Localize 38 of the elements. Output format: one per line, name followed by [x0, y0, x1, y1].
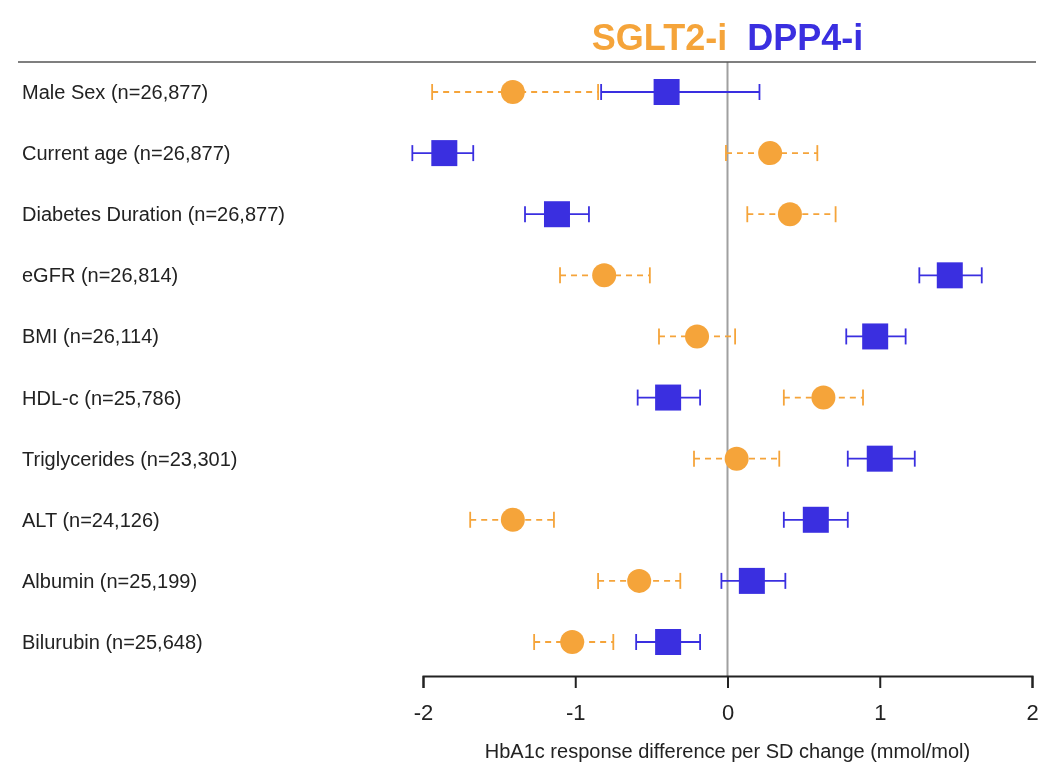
- point: [866, 445, 893, 472]
- x-tick-label: 2: [1026, 699, 1039, 725]
- y-tick-label: Albumin (n=25,199): [22, 569, 198, 592]
- point: [685, 324, 710, 349]
- y-tick-label: Diabetes Duration (n=26,877): [22, 203, 285, 226]
- point: [655, 384, 682, 411]
- x-tick-label: -2: [413, 699, 434, 725]
- x-tick-label: -1: [565, 699, 586, 725]
- point: [758, 141, 783, 166]
- x-axis-title: HbA1c response difference per SD change (mmol/mol): [484, 740, 971, 762]
- y-tick-label: HDL-c (n=25,786): [22, 386, 182, 409]
- point: [500, 80, 525, 104]
- y-tick-label: BMI (n=26,114): [22, 325, 159, 348]
- x-tick-label: 1: [874, 699, 887, 725]
- point: [738, 567, 765, 594]
- point: [802, 506, 829, 533]
- y-tick-label: Triglycerides (n=23,301): [22, 447, 238, 470]
- point: [655, 629, 682, 655]
- series-label: DPP4-i: [747, 17, 864, 58]
- text: SGLT2-i: [591, 17, 728, 58]
- point: [811, 385, 836, 410]
- point: [777, 202, 802, 227]
- point: [862, 323, 889, 350]
- y-tick-label: eGFR (n=26,814): [22, 264, 179, 287]
- point: [500, 507, 525, 532]
- point: [592, 263, 617, 288]
- point: [560, 630, 585, 654]
- y-tick-label: ALT (n=24,126): [22, 508, 160, 531]
- point: [724, 446, 749, 471]
- y-tick-label: Bilurubin (n=25,648): [22, 631, 203, 653]
- x-tick-label: 0: [721, 699, 735, 725]
- y-tick-label: Current age (n=26,877): [22, 142, 231, 165]
- point: [653, 79, 680, 105]
- point: [627, 568, 652, 593]
- point: [431, 140, 458, 167]
- y-tick-label: Male Sex (n=26,877): [22, 81, 209, 103]
- point: [543, 201, 570, 228]
- point: [936, 262, 963, 289]
